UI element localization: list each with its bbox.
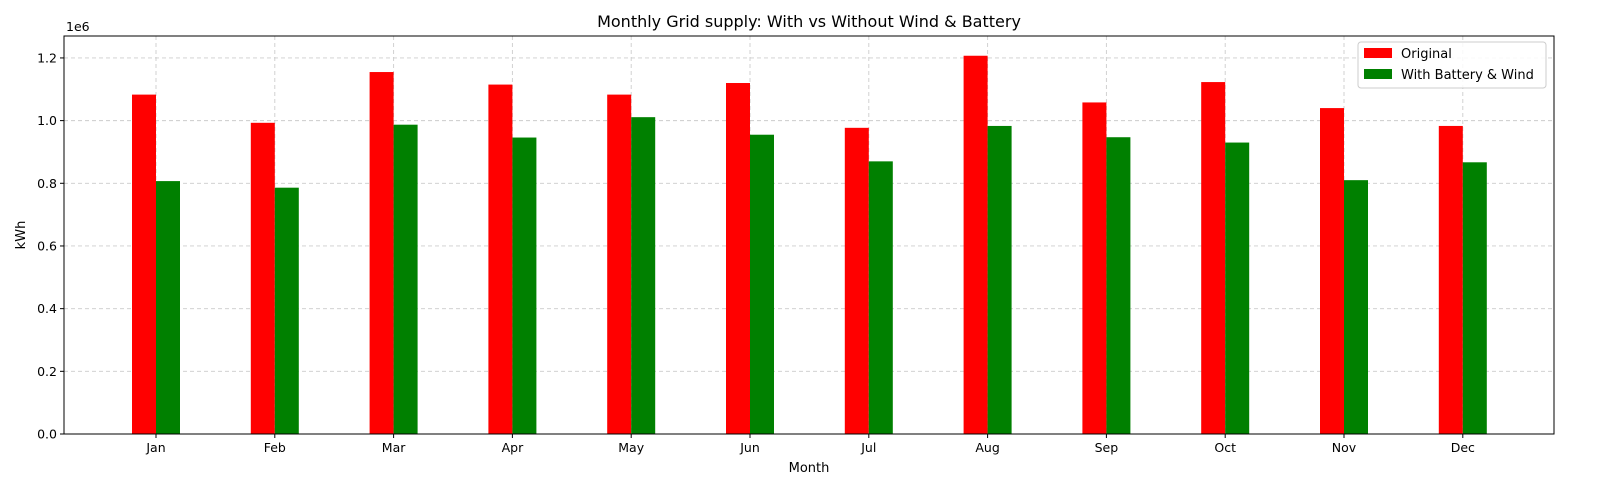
bar-with-battery-wind-nov: [1344, 180, 1368, 434]
y-axis-ticks: 0.0 0.2 0.4 0.6 0.8 1.0 1.2: [37, 50, 64, 442]
bar-with-battery-wind-jul: [868, 161, 893, 435]
bar-with-battery-wind-oct: [1225, 142, 1250, 434]
y-tick-label: 0.4: [37, 301, 57, 316]
bars-layer: [132, 55, 1487, 435]
x-tick-label-may: May: [618, 440, 644, 455]
chart-title: Monthly Grid supply: With vs Without Win…: [597, 12, 1021, 31]
x-tick-label-dec: Dec: [1451, 440, 1475, 455]
bar-original-feb: [250, 122, 275, 435]
bar-with-battery-wind-apr: [512, 137, 537, 435]
bar-with-battery-wind-may: [631, 117, 656, 434]
y-tick-label: 0.2: [37, 364, 57, 379]
y-axis-label: kWh: [14, 221, 29, 250]
bar-with-battery-wind-aug: [987, 125, 1012, 434]
bar-original-sep: [1082, 102, 1107, 434]
bar-original-dec: [1438, 125, 1463, 434]
x-axis-label: Month: [789, 461, 830, 476]
x-tick-label-jul: Jul: [860, 440, 876, 455]
y-tick-label: 0.6: [37, 238, 57, 253]
bar-original-nov: [1320, 108, 1344, 435]
x-tick-label-nov: Nov: [1332, 440, 1357, 455]
bar-original-jun: [726, 83, 750, 434]
bar-original-aug: [963, 55, 988, 434]
y-tick-label: 0.0: [37, 427, 57, 442]
y-tick-label: 0.8: [37, 176, 57, 191]
x-tick-label-feb: Feb: [264, 440, 286, 455]
y-tick-label: 1.0: [37, 113, 57, 128]
bar-original-jan: [132, 94, 156, 434]
bar-original-apr: [488, 84, 513, 435]
bar-original-jul: [844, 127, 869, 434]
bar-with-battery-wind-dec: [1462, 162, 1487, 434]
legend-label-with-battery-wind: With Battery & Wind: [1401, 68, 1534, 83]
x-tick-label-aug: Aug: [975, 440, 999, 455]
legend: Original With Battery & Wind: [1357, 41, 1547, 89]
x-tick-label-oct: Oct: [1214, 440, 1236, 455]
bar-original-oct: [1201, 82, 1226, 434]
x-axis-ticks: Jan Feb Mar Apr May Jun Jul Aug Sep Oct Nov Dec: [145, 434, 1475, 455]
x-tick-label-sep: Sep: [1095, 440, 1119, 455]
legend-swatch-original: [1364, 48, 1392, 58]
legend-label-original: Original: [1401, 47, 1452, 62]
bar-original-mar: [369, 72, 394, 434]
x-tick-label-jan: Jan: [145, 440, 165, 455]
x-tick-label-apr: Apr: [502, 440, 524, 455]
bar-with-battery-wind-jun: [750, 134, 774, 434]
bar-original-may: [607, 94, 632, 434]
x-tick-label-mar: Mar: [382, 440, 406, 455]
bar-with-battery-wind-sep: [1106, 137, 1131, 434]
plot-frame: [63, 35, 1555, 435]
bar-with-battery-wind-jan: [156, 181, 180, 434]
bar-with-battery-wind-feb: [274, 187, 299, 434]
y-tick-label: 1.2: [37, 50, 57, 65]
x-tick-label-jun: Jun: [739, 440, 760, 455]
legend-swatch-with-battery-wind: [1364, 69, 1392, 79]
bar-with-battery-wind-mar: [393, 124, 418, 435]
y-scale-label: 1e6: [66, 19, 90, 34]
legend-frame: [1357, 41, 1547, 89]
